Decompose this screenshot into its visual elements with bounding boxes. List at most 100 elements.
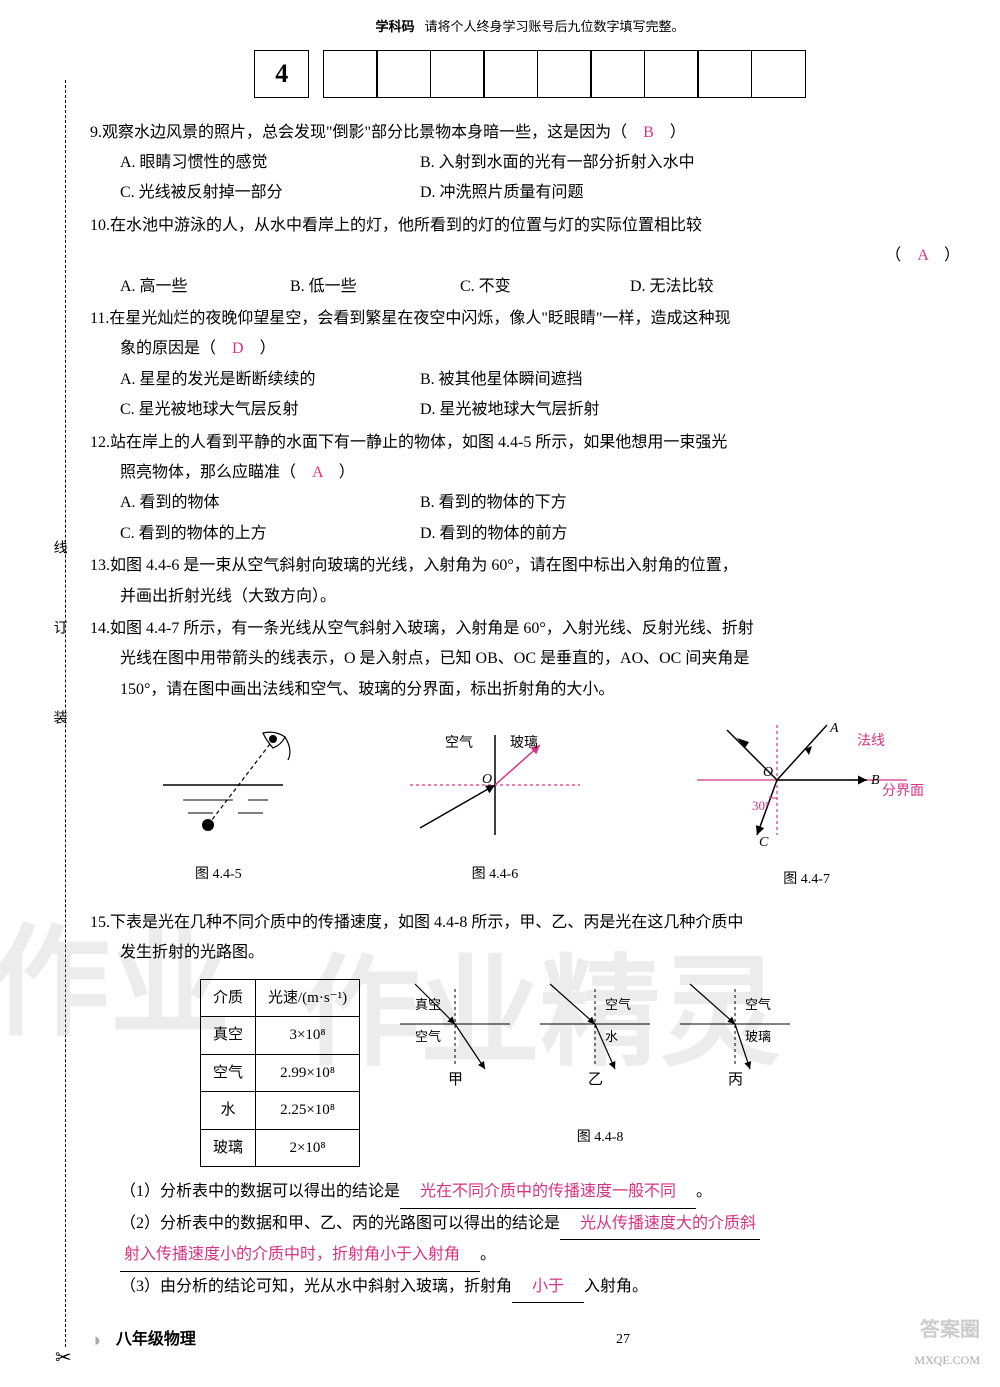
code-box bbox=[537, 50, 592, 98]
paren-open: （ bbox=[885, 247, 917, 264]
question-text: 象的原因是（ bbox=[120, 340, 232, 357]
question-text: 观察水边风景的照片，总会发现"倒影"部分比景物本身暗一些，这是因为（ bbox=[102, 124, 643, 141]
sub-label: 入射角。 bbox=[584, 1278, 648, 1295]
question-15: 15.下表是光在几种不同介质中的传播速度，如图 4.4-8 所示，甲、乙、丙是光… bbox=[90, 908, 970, 1303]
question-text: 光线在图中用带箭头的线表示，O 是入射点，已知 OB、OC 是垂直的，AO、OC… bbox=[90, 644, 970, 674]
svg-text:空气: 空气 bbox=[445, 735, 473, 751]
question-text: 照亮物体，那么应瞄准（ bbox=[120, 464, 312, 481]
table-cell: 2.25×10⁸ bbox=[256, 1092, 360, 1130]
code-box bbox=[323, 50, 378, 98]
figure-caption: 图 4.4-5 bbox=[133, 862, 303, 889]
paren-close: ） bbox=[323, 464, 355, 481]
code-box: 4 bbox=[254, 50, 309, 98]
question-text: 在星光灿烂的夜晚仰望星空，会看到繁星在夜空中闪烁，像人"眨眼睛"一样，造成这种现 bbox=[109, 310, 730, 327]
question-number: 9. bbox=[90, 124, 102, 141]
option-c: C. 星光被地球大气层反射 bbox=[120, 395, 420, 425]
svg-text:B: B bbox=[871, 773, 880, 788]
site-url: MXQE.COM bbox=[914, 1349, 980, 1372]
question-number: 10. bbox=[90, 217, 110, 234]
svg-text:乙: 乙 bbox=[588, 1072, 603, 1088]
option-c: C. 光线被反射掉一部分 bbox=[120, 178, 420, 208]
figure-4-4-7: A B C O 30° 法线 分界面 图 4.4-7 bbox=[687, 720, 927, 893]
question-12: 12.站在岸上的人看到平静的水面下有一静止的物体，如图 4.4-5 所示，如果他… bbox=[90, 428, 970, 550]
option-b: B. 看到的物体的下方 bbox=[420, 488, 720, 518]
site-stamp: 答案圈 MXQE.COM bbox=[914, 1311, 980, 1372]
speed-table: 介质光速/(m·s⁻¹) 真空3×10⁸ 空气2.99×10⁸ 水2.25×10… bbox=[200, 979, 360, 1168]
svg-text:O: O bbox=[763, 765, 773, 780]
account-label: 请将个人终身学习账号后九位数字填写完整。 bbox=[425, 15, 685, 40]
answer: B bbox=[643, 124, 654, 141]
option-d: D. 看到的物体的前方 bbox=[420, 519, 720, 549]
table-header: 介质 bbox=[201, 979, 256, 1017]
table-cell: 2.99×10⁸ bbox=[256, 1054, 360, 1092]
question-text: 站在岸上的人看到平静的水面下有一静止的物体，如图 4.4-5 所示，如果他想用一… bbox=[110, 434, 727, 451]
code-box bbox=[590, 50, 645, 98]
svg-text:O: O bbox=[482, 772, 492, 787]
svg-text:玻璃: 玻璃 bbox=[745, 1029, 771, 1044]
side-label-line: 线 bbox=[45, 540, 72, 554]
question-number: 11. bbox=[90, 310, 109, 327]
bullet-icon: ◑ bbox=[90, 1323, 101, 1357]
option-d: D. 冲洗照片质量有问题 bbox=[420, 178, 720, 208]
question-number: 14. bbox=[90, 620, 110, 637]
site-name: 答案圈 bbox=[914, 1311, 980, 1349]
svg-text:30°: 30° bbox=[752, 798, 770, 813]
sub-label: （1）分析表中的数据可以得出的结论是 bbox=[120, 1183, 400, 1200]
punct: 。 bbox=[696, 1183, 712, 1200]
question-13: 13.如图 4.4-6 是一束从空气斜射向玻璃的光线，入射角为 60°，请在图中… bbox=[90, 551, 970, 612]
figure-caption: 图 4.4-6 bbox=[390, 862, 600, 889]
option-a: A. 看到的物体 bbox=[120, 488, 420, 518]
sub-label: （3）由分析的结论可知，光从水中斜射入玻璃，折射角 bbox=[120, 1278, 512, 1295]
figure-4-4-8: 真空 空气 甲 空气 水 乙 空气 玻璃 丙 图 4.4-8 bbox=[390, 969, 810, 1152]
svg-text:甲: 甲 bbox=[448, 1072, 463, 1088]
code-box bbox=[644, 50, 699, 98]
code-boxes: 4 bbox=[90, 50, 970, 98]
question-number: 12. bbox=[90, 434, 110, 451]
question-9: 9.观察水边风景的照片，总会发现"倒影"部分比景物本身暗一些，这是因为（ B ）… bbox=[90, 118, 970, 209]
side-label-staple: 装 bbox=[45, 710, 72, 724]
answer: A bbox=[312, 464, 323, 481]
figure-row: 图 4.4-5 空气 玻璃 O 图 4.4-6 A bbox=[90, 720, 970, 893]
question-text: 并画出折射光线（大致方向）。 bbox=[90, 582, 970, 612]
sub-label: （2）分析表中的数据和甲、乙、丙的光路图可以得出的结论是 bbox=[120, 1215, 560, 1232]
svg-text:空气: 空气 bbox=[745, 997, 771, 1012]
svg-text:A: A bbox=[829, 721, 839, 736]
svg-text:法线: 法线 bbox=[857, 733, 885, 749]
answer: D bbox=[232, 340, 244, 357]
svg-text:空气: 空气 bbox=[605, 997, 631, 1012]
figure-caption: 图 4.4-7 bbox=[687, 867, 927, 894]
table-cell: 水 bbox=[201, 1092, 256, 1130]
svg-text:真空: 真空 bbox=[415, 997, 441, 1012]
question-text: 如图 4.4-7 所示，有一条光线从空气斜射入玻璃，入射角是 60°，入射光线、… bbox=[110, 620, 754, 637]
fill-answer: 光从传播速度大的介质斜 bbox=[560, 1209, 760, 1240]
question-14: 14.如图 4.4-7 所示，有一条光线从空气斜射入玻璃，入射角是 60°，入射… bbox=[90, 614, 970, 705]
svg-text:C: C bbox=[759, 835, 769, 850]
option-a: A. 高一些 bbox=[120, 272, 290, 302]
option-a: A. 眼睛习惯性的感觉 bbox=[120, 148, 420, 178]
table-cell: 玻璃 bbox=[201, 1129, 256, 1167]
svg-text:玻璃: 玻璃 bbox=[510, 734, 538, 751]
question-10: 10.在水池中游泳的人，从水中看岸上的灯，他所看到的灯的位置与灯的实际位置相比较… bbox=[90, 211, 970, 302]
question-text: 下表是光在几种不同介质中的传播速度，如图 4.4-8 所示，甲、乙、丙是光在这几… bbox=[110, 914, 743, 931]
fill-answer: 光在不同介质中的传播速度一般不同 bbox=[400, 1177, 696, 1208]
subject-label: 学科码 bbox=[375, 15, 414, 40]
code-box bbox=[697, 50, 752, 98]
svg-text:分界面: 分界面 bbox=[882, 783, 924, 799]
figure-4-4-6: 空气 玻璃 O 图 4.4-6 bbox=[390, 725, 600, 888]
question-text: 在水池中游泳的人，从水中看岸上的灯，他所看到的灯的位置与灯的实际位置相比较 bbox=[110, 217, 702, 234]
page-number: 27 bbox=[616, 1327, 630, 1354]
footer: ◑ 八年级物理 27 bbox=[90, 1323, 970, 1357]
question-11: 11.在星光灿烂的夜晚仰望星空，会看到繁星在夜空中闪烁，像人"眨眼睛"一样，造成… bbox=[90, 304, 970, 426]
table-header: 光速/(m·s⁻¹) bbox=[256, 979, 360, 1017]
answer: A bbox=[917, 247, 928, 264]
option-c: C. 不变 bbox=[460, 272, 630, 302]
svg-text:水: 水 bbox=[605, 1029, 618, 1044]
code-box bbox=[376, 50, 431, 98]
code-box bbox=[430, 50, 485, 98]
option-b: B. 被其他星体瞬间遮挡 bbox=[420, 365, 720, 395]
paren-close: ） bbox=[244, 340, 276, 357]
question-number: 15. bbox=[90, 914, 110, 931]
option-b: B. 低一些 bbox=[290, 272, 460, 302]
option-d: D. 星光被地球大气层折射 bbox=[420, 395, 720, 425]
side-label-bind: 订 bbox=[45, 620, 72, 634]
